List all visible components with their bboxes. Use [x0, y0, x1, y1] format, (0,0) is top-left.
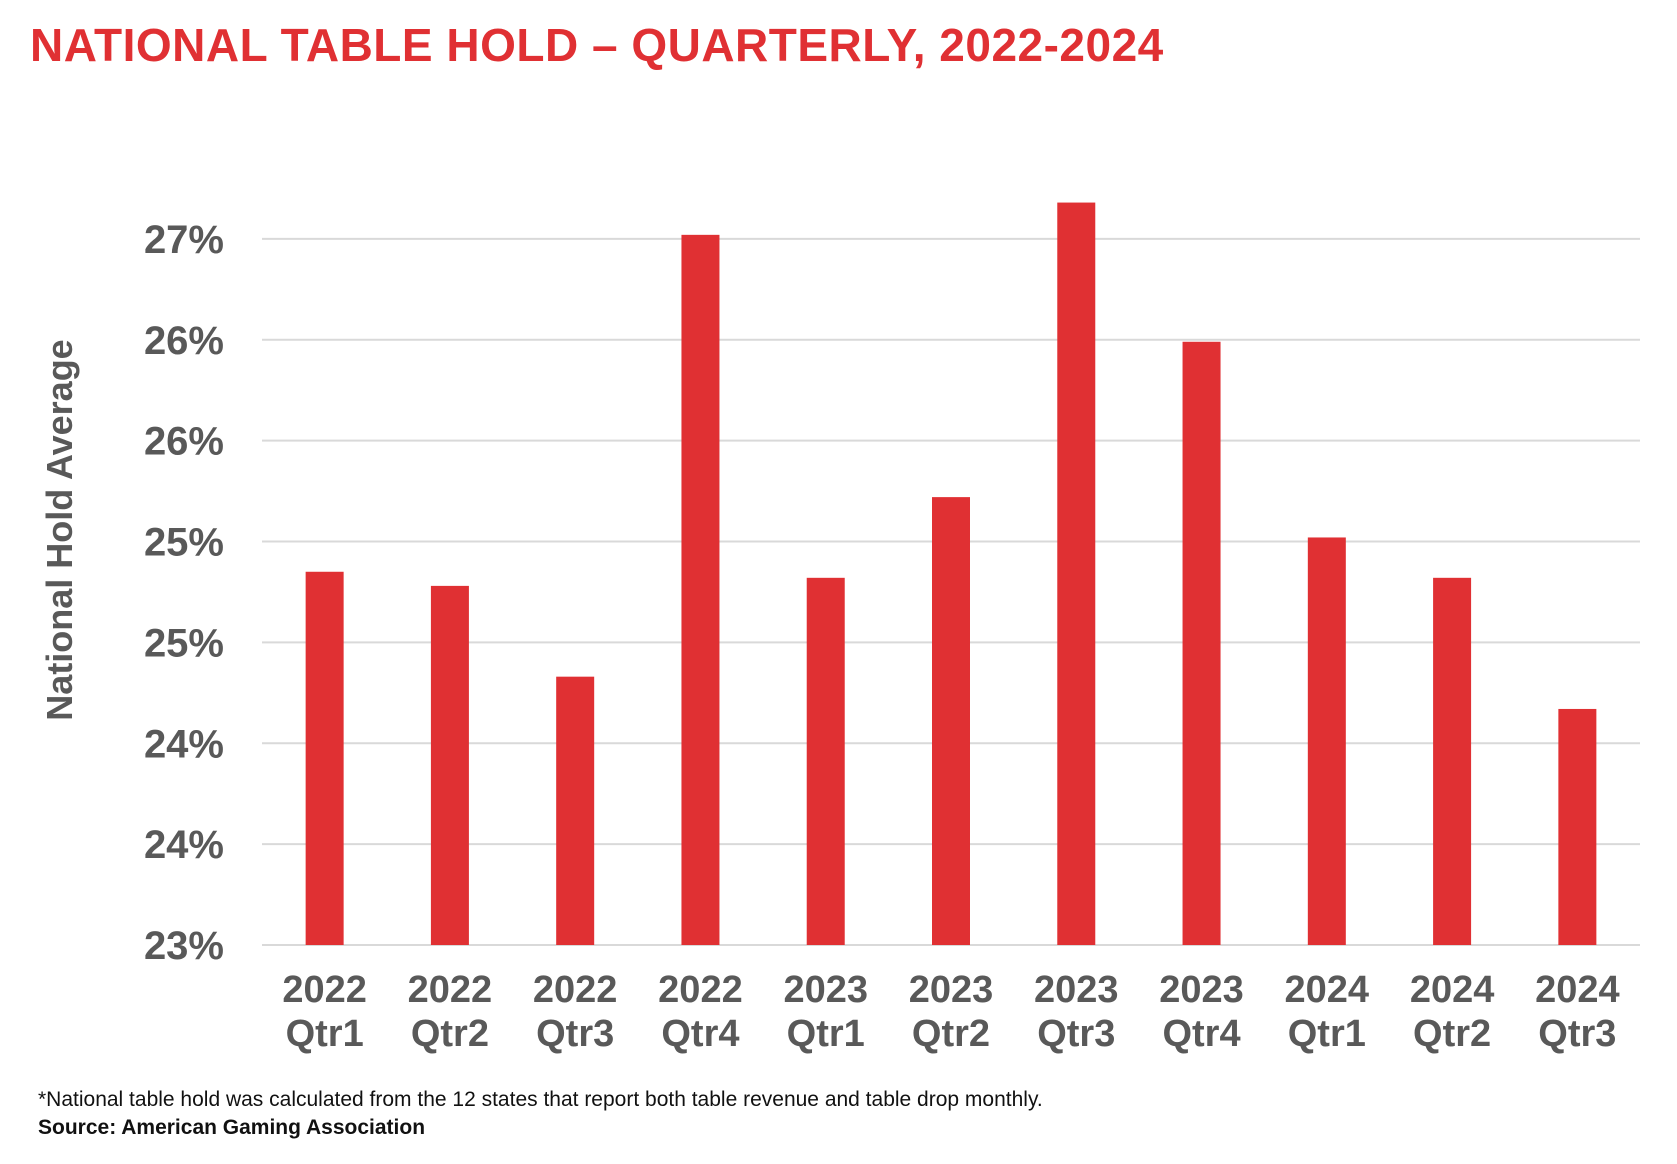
x-tick-year: 2022: [533, 969, 618, 1011]
x-tick-year: 2024: [1410, 969, 1495, 1011]
x-tick-year: 2022: [658, 969, 743, 1011]
x-tick-year: 2023: [909, 969, 994, 1011]
chart-title: NATIONAL TABLE HOLD – QUARTERLY, 2022-20…: [30, 19, 1164, 71]
y-axis-ticks: 23% 24% 24% 25% 25% 26% 26% 27%: [144, 218, 224, 968]
bar: [1307, 537, 1346, 945]
bar: [1057, 202, 1096, 945]
x-tick-year: 2024: [1285, 969, 1370, 1011]
x-tick-year: 2022: [408, 969, 493, 1011]
x-tick-quarter: Qtr2: [912, 1013, 990, 1055]
x-tick-quarter: Qtr1: [1288, 1013, 1366, 1055]
bar: [806, 577, 845, 945]
bar: [430, 585, 469, 945]
x-tick-quarter: Qtr3: [1538, 1013, 1616, 1055]
y-axis-label: National Hold Average: [39, 339, 80, 720]
y-tick-label: 25%: [144, 621, 224, 665]
x-axis-ticks: 2022Qtr12022Qtr22022Qtr32022Qtr42023Qtr1…: [282, 969, 1619, 1055]
x-tick-quarter: Qtr1: [787, 1013, 865, 1055]
bar: [681, 234, 720, 946]
y-tick-label: 24%: [144, 722, 224, 766]
x-tick-year: 2022: [282, 969, 367, 1011]
bar: [1433, 577, 1472, 945]
x-tick-quarter: Qtr4: [661, 1013, 739, 1055]
x-tick-year: 2023: [783, 969, 868, 1011]
x-tick-quarter: Qtr2: [411, 1013, 489, 1055]
x-tick-quarter: Qtr4: [1162, 1013, 1240, 1055]
bar: [556, 676, 595, 945]
x-tick-quarter: Qtr2: [1413, 1013, 1491, 1055]
bars: [305, 202, 1597, 946]
x-tick-year: 2023: [1034, 969, 1119, 1011]
bar: [1558, 708, 1597, 945]
bar: [932, 497, 970, 945]
bar: [305, 571, 344, 945]
x-tick-year: 2023: [1159, 969, 1244, 1011]
x-tick-year: 2024: [1535, 969, 1620, 1011]
y-tick-label: 23%: [144, 924, 224, 968]
x-tick-quarter: Qtr1: [286, 1013, 364, 1055]
y-tick-label: 24%: [144, 823, 224, 867]
y-tick-label: 27%: [144, 218, 224, 262]
x-tick-quarter: Qtr3: [1037, 1013, 1115, 1055]
y-tick-label: 26%: [144, 319, 224, 363]
bar: [1182, 341, 1221, 946]
x-tick-quarter: Qtr3: [536, 1013, 614, 1055]
y-tick-label: 25%: [144, 521, 224, 565]
source-note: Source: American Gaming Association: [38, 1116, 426, 1139]
y-tick-label: 26%: [144, 420, 224, 464]
footnote: *National table hold was calculated from…: [38, 1088, 1043, 1111]
